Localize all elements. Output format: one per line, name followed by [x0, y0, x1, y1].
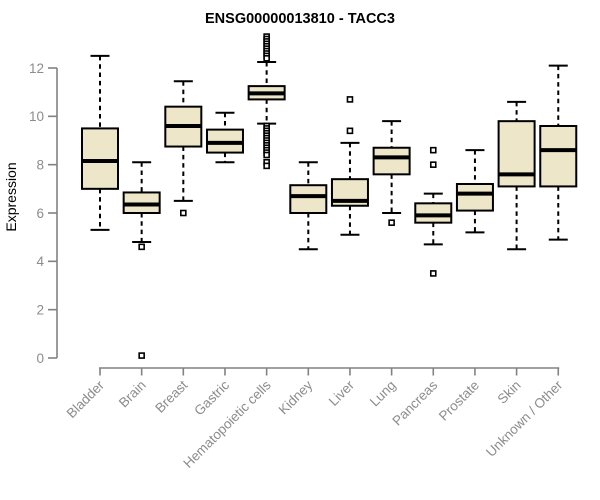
x-category-label: Lung	[367, 378, 399, 410]
outlier-point	[388, 219, 395, 226]
boxplot-group-kidney	[289, 161, 328, 251]
iqr-box	[372, 146, 411, 176]
outlier-point	[138, 243, 145, 251]
x-category-label: Breast	[152, 377, 190, 415]
boxplot-group-skin	[497, 100, 536, 251]
axes-layer: 0 2 4 6 8 10 12 Bladder Brain Breast GastricHemato…	[29, 61, 566, 471]
x-category-label: Kidney	[276, 377, 316, 417]
y-tick-label: 12	[29, 61, 44, 76]
iqr-box	[289, 184, 328, 214]
y-tick-label: 4	[36, 254, 44, 269]
iqr-box	[455, 182, 494, 212]
y-axis-label: Expression	[3, 162, 19, 231]
chart-title: ENSG00000013810 - TACC3	[205, 11, 395, 27]
outlier-point	[263, 151, 270, 159]
x-category-label: Bladder	[64, 377, 108, 421]
x-category-label: Unknown / Other	[483, 377, 566, 460]
outlier-point	[138, 352, 145, 359]
boxplot-group-unknown-other	[539, 64, 578, 241]
y-tick-label: 2	[36, 302, 44, 317]
iqr-box	[539, 124, 578, 188]
boxplot-group-gastric	[205, 111, 244, 164]
boxplot-group-breast	[164, 80, 203, 217]
y-tick-label: 8	[36, 157, 44, 172]
outlier-point	[263, 162, 270, 170]
boxplot-group-hematopoietic-cells	[247, 33, 286, 170]
x-category-label: Skin	[495, 378, 524, 407]
boxplot-group-brain	[122, 161, 161, 359]
boxplot-group-prostate	[455, 149, 494, 234]
outlier-point	[346, 96, 354, 103]
x-category-label: Brain	[116, 378, 149, 411]
y-tick-label: 10	[29, 109, 44, 124]
outlier-point	[429, 161, 437, 168]
boxes-layer	[81, 33, 578, 359]
x-category-label: Pancreas	[389, 377, 440, 428]
boxplot-group-bladder	[81, 54, 119, 231]
y-tick-label: 0	[36, 351, 44, 366]
outlier-point	[180, 209, 187, 217]
x-category-label: Liver	[326, 377, 358, 409]
iqr-box	[81, 127, 119, 190]
y-axis: 0 2 4 6 8 10 12	[29, 61, 58, 366]
x-category-label: Prostate	[436, 378, 482, 424]
outlier-point	[346, 127, 354, 135]
iqr-box	[414, 202, 453, 224]
iqr-box	[497, 120, 536, 188]
outlier-point	[263, 55, 270, 62]
y-tick-label: 6	[36, 206, 44, 221]
boxplot-group-liver	[330, 96, 369, 236]
outlier-point	[429, 270, 437, 277]
boxplot-group-lung	[372, 120, 411, 226]
outlier-point	[429, 146, 437, 154]
boxplot-group-pancreas	[414, 146, 453, 277]
x-category-label: Gastric	[191, 377, 232, 418]
